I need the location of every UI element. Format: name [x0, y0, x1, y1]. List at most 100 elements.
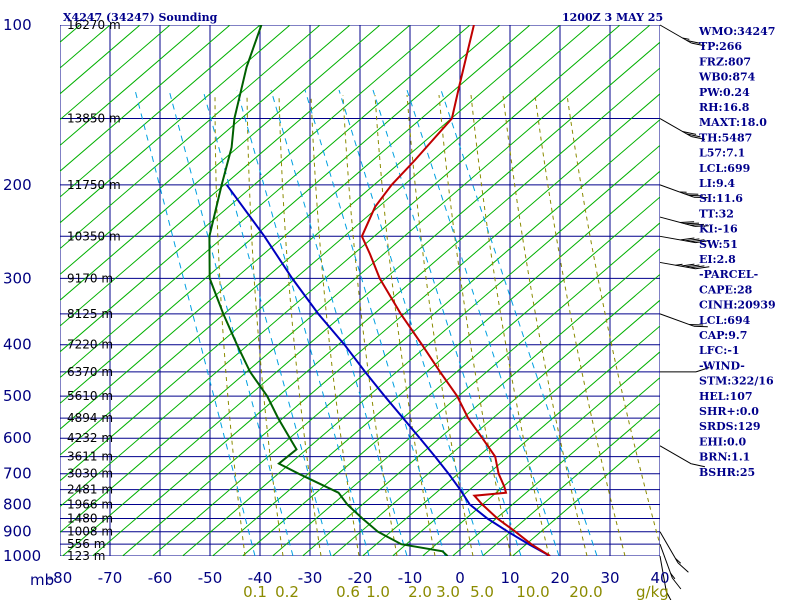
wind-barb	[659, 24, 706, 47]
pressure-tick-label: 200	[3, 176, 32, 194]
wind-barb	[659, 184, 708, 199]
mixing-ratio-label: 0.2	[275, 583, 299, 600]
mixing-ratio-label: 5.0	[470, 583, 494, 600]
sounding-time: 1200Z 3 MAY 25	[562, 11, 663, 24]
pressure-tick-label: 100	[3, 16, 32, 34]
temperature-tick-label: 20	[550, 569, 569, 587]
moist-adiabat-line	[246, 94, 284, 556]
dry-adiabat-line	[121, 93, 660, 556]
height-label: 123 m	[67, 549, 105, 563]
dry-adiabat-line	[181, 144, 660, 556]
dry-adiabat-line	[151, 118, 660, 556]
stability-index: PW:0.24	[699, 86, 750, 99]
stability-index: BSHR:25	[699, 466, 755, 479]
dry-adiabat-line	[60, 25, 321, 250]
stability-index: LCL:694	[699, 314, 751, 327]
temperature-tick-label: -60	[148, 569, 173, 587]
wind-barb	[659, 531, 689, 573]
mixing-ratio-label: 1.0	[366, 583, 390, 600]
height-label: 4894 m	[67, 411, 113, 425]
dry-adiabat-line	[481, 402, 660, 556]
dry-adiabat-line	[60, 25, 411, 327]
stability-index: LI:9.4	[699, 177, 735, 190]
stability-index: SW:51	[699, 238, 738, 251]
height-label: 3611 m	[67, 450, 113, 464]
wind-barb	[659, 261, 710, 270]
dry-adiabat-line	[361, 299, 660, 556]
stability-index: BRN:1.1	[699, 451, 750, 464]
wind-barb	[659, 367, 710, 373]
temperature-axis-labels: -80 -70 -60 -50 -40 -30 -20 -10 0 10 20 30 40	[48, 569, 670, 587]
dry-adiabat-line	[60, 25, 291, 224]
mixing-ratio-label: 2.0	[408, 583, 432, 600]
stability-index: TT:32	[699, 207, 734, 220]
stability-index: EHI:0.0	[699, 435, 746, 448]
dry-adiabat-line	[91, 67, 660, 556]
dry-adiabat-line	[451, 376, 660, 556]
temperature-tick-label: 30	[600, 569, 619, 587]
dry-adiabat-line	[60, 25, 381, 301]
temperature-tick-label: 10	[500, 569, 519, 587]
pressure-tick-label: 900	[3, 523, 32, 541]
wind-barb	[659, 445, 706, 468]
moist-adiabat-line	[406, 94, 474, 556]
dewpoint-trace	[208, 25, 449, 556]
sounding-profiles	[208, 25, 551, 556]
height-label: 5610 m	[67, 389, 113, 403]
mixing-ratio-line	[134, 89, 256, 556]
dry-adiabat-line	[60, 25, 651, 534]
dry-adiabat-line	[60, 25, 231, 172]
wind-barb	[659, 216, 709, 227]
dry-adiabat-line	[511, 428, 660, 556]
station-title: X4247 (34247) Sounding	[63, 11, 218, 24]
height-label: 7220 m	[67, 338, 113, 352]
moist-adiabat-line	[566, 94, 660, 547]
wind-barb	[659, 555, 672, 600]
moist-adiabat-line	[342, 94, 398, 556]
height-label: 10350 m	[67, 229, 121, 243]
height-label: 556 m	[67, 537, 105, 551]
pressure-tick-label: 400	[3, 336, 32, 354]
height-label: 3030 m	[67, 467, 113, 481]
mixing-ratio-line	[338, 89, 484, 556]
temperature-tick-label: -70	[98, 569, 123, 587]
stability-index: RH:16.8	[699, 101, 750, 114]
pressure-tick-label: 1000	[3, 547, 41, 565]
stability-index: LFC:-1	[699, 344, 740, 357]
pressure-axis-labels: 100 200 300 400 500 600 700 800 900 1000	[3, 16, 41, 565]
dry-adiabat-line	[60, 25, 591, 482]
wind-barb	[659, 544, 682, 590]
stability-index: FRZ:807	[699, 55, 751, 68]
stability-index: MAXT:18.0	[699, 116, 767, 129]
stability-index: WMO:34247	[698, 25, 775, 38]
mixing-ratio-label: 10.0	[516, 583, 549, 600]
height-label: 1008 m	[67, 525, 113, 539]
mixing-ratio-line	[168, 89, 294, 556]
moist-adiabat-line	[470, 94, 550, 556]
dry-adiabat-line	[60, 25, 621, 508]
height-label: 8125 m	[67, 307, 113, 321]
height-label: 6370 m	[67, 365, 113, 379]
dry-adiabat-line	[60, 25, 261, 198]
wind-barbs	[659, 24, 710, 600]
moist-adiabat-line	[374, 94, 436, 556]
stability-index: HEL:107	[699, 390, 753, 403]
dry-adiabat-line	[60, 25, 351, 276]
stability-index: -PARCEL-	[699, 268, 758, 281]
mixing-ratio-line	[372, 89, 522, 556]
height-label: 11750 m	[67, 178, 121, 192]
stability-index: L57:7.1	[699, 147, 745, 160]
gkg-unit-label: g/kg	[636, 583, 669, 600]
temperature-trace	[360, 25, 551, 556]
stability-index: EI:2.8	[699, 253, 736, 266]
pressure-tick-label: 300	[3, 269, 32, 287]
parcel-trace	[225, 184, 551, 556]
height-labels: 16270 m 13850 m 11750 m 10350 m 9170 m 8125 m…	[67, 18, 121, 563]
dry-adiabat-line	[211, 170, 660, 556]
wind-barb	[659, 235, 710, 244]
wind-barb	[659, 313, 708, 328]
mb-unit-label: mb	[30, 571, 54, 589]
stability-index: -WIND-	[699, 359, 745, 372]
height-label: 1966 m	[67, 498, 113, 512]
mixing-ratio-label: 0.1	[243, 583, 267, 600]
